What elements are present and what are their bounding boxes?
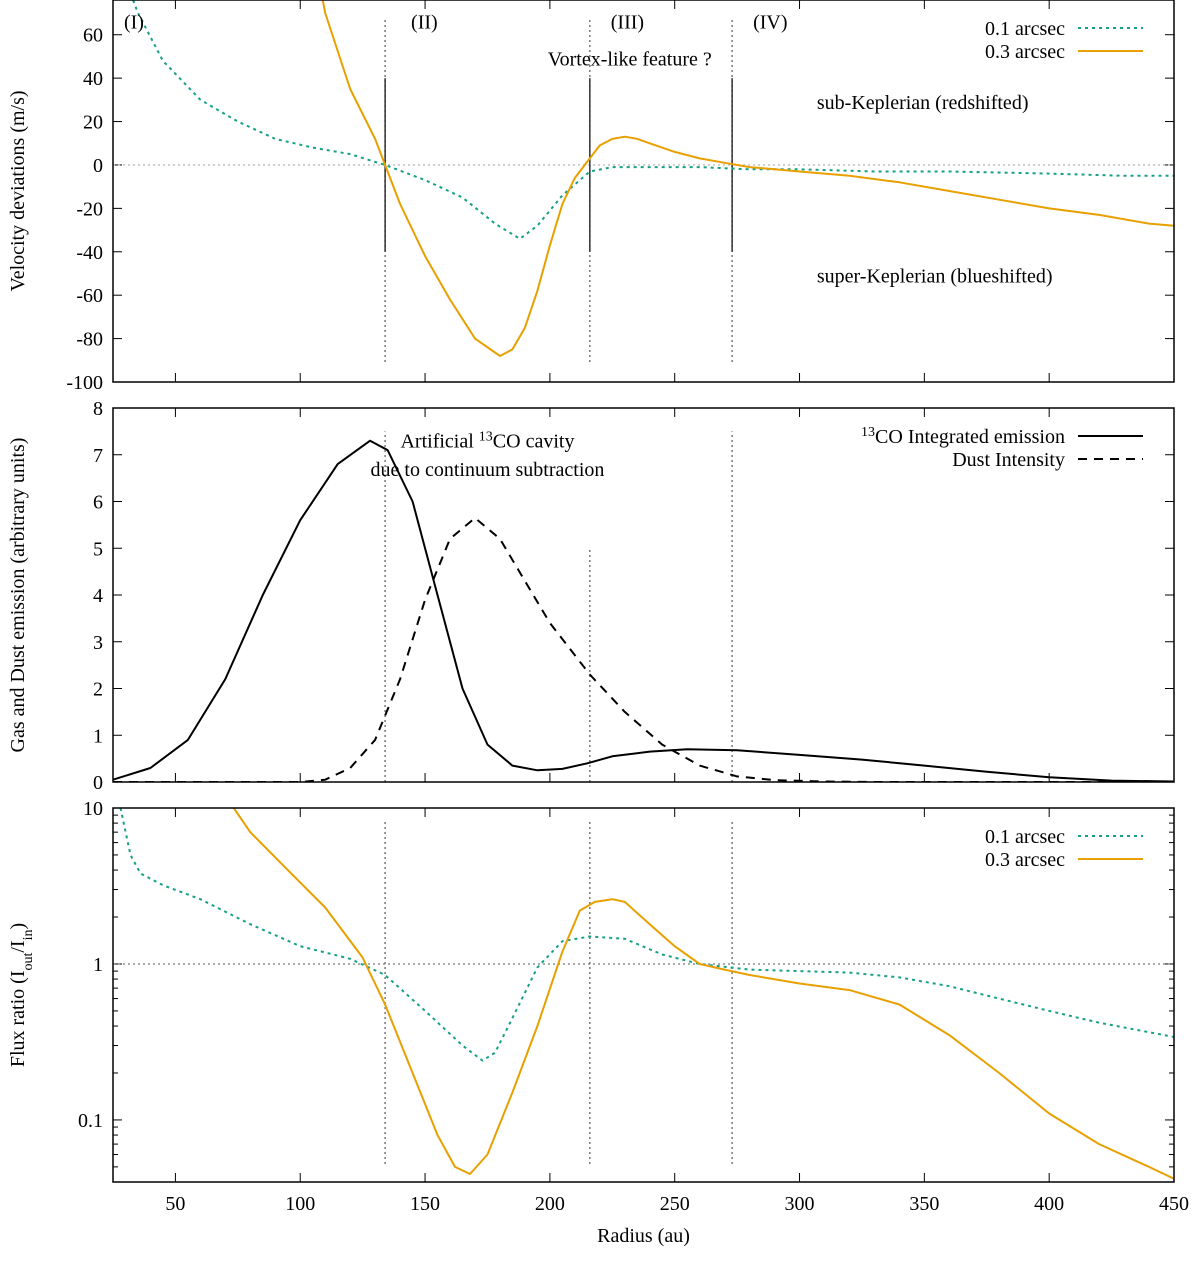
y-tick-label: 20 (83, 112, 103, 134)
y-tick-label: 4 (93, 585, 103, 607)
x-tick-label: 350 (909, 1193, 939, 1215)
y-tick-label: 60 (83, 25, 103, 47)
region-label: (III) (611, 12, 644, 34)
region-label: (IV) (753, 12, 787, 34)
legend-label: 0.1 arcsec (985, 826, 1065, 848)
series-line-13co-integrated-emission (113, 439, 1174, 782)
x-tick-label: 200 (535, 1193, 565, 1215)
x-axis-label: Radius (au) (597, 1225, 690, 1247)
flux-ratio-panel: 0.1 1 10 50 100 150 200 250 300 350 400 450 0.1 arcs… (7, 798, 1189, 1247)
y-tick-label: 1 (93, 954, 103, 976)
y-tick-label: 7 (93, 445, 103, 467)
x-tick-label: 450 (1159, 1193, 1189, 1215)
x-tick-label: 50 (165, 1193, 185, 1215)
y-axis-label: Velocity deviations (m/s) (7, 90, 29, 291)
annotation: Vortex-like feature ? (548, 49, 712, 71)
y-tick-label: 0 (93, 772, 103, 794)
y-axis-label: Flux ratio (Iout/Iin) (7, 923, 36, 1067)
plot-frame (112, 807, 1175, 1183)
annotation: due to continuum subtraction (371, 459, 605, 481)
legend-label: 0.3 arcsec (985, 849, 1065, 871)
series-line-0-1-arcsec (119, 808, 1174, 1062)
plot-frame (112, 0, 1175, 383)
y-tick-label: 0 (93, 155, 103, 177)
region-label: (I) (124, 12, 144, 34)
plot-frame (112, 407, 1175, 783)
x-tick-label: 250 (660, 1193, 690, 1215)
velocity-panel: -100 -80 -60 -40 -20 0 20 40 60 (I) (II) (III) (IV) V… (7, 0, 1175, 394)
series-line-0-1-arcsec (131, 0, 1174, 240)
series-line-0-3-arcsec (321, 0, 1174, 357)
x-tick-label: 100 (285, 1193, 315, 1215)
annotation: super-Keplerian (blueshifted) (817, 266, 1053, 288)
x-tick-label: 400 (1034, 1193, 1064, 1215)
y-tick-label: 10 (83, 798, 103, 820)
x-tick-label: 150 (410, 1193, 440, 1215)
y-tick-label: -40 (76, 242, 103, 264)
legend-label: 0.3 arcsec (985, 41, 1065, 63)
series-group (131, 0, 1174, 357)
y-tick-label: -100 (66, 372, 103, 394)
series-group (119, 808, 1174, 1180)
x-tick-label: 300 (785, 1193, 815, 1215)
annotation: sub-Keplerian (redshifted) (817, 92, 1029, 114)
y-tick-label: 5 (93, 538, 103, 560)
annotation: Artificial 13CO cavity (400, 429, 574, 453)
series-group (113, 439, 1174, 782)
legend-label: 0.1 arcsec (985, 18, 1065, 40)
legend-label: Dust Intensity (952, 449, 1065, 471)
region-label: (II) (411, 12, 438, 34)
y-axis-label: Gas and Dust emission (arbitrary units) (7, 438, 29, 753)
y-tick-label: -60 (76, 285, 103, 307)
legend-label: 13CO Integrated emission (861, 425, 1065, 449)
emission-panel: 0 1 2 3 4 5 6 7 8 Artificial 13CO cavity due to co… (7, 398, 1175, 794)
y-tick-label: 0.1 (78, 1110, 103, 1132)
y-tick-label: 1 (93, 725, 103, 747)
series-line-dust-intensity (113, 516, 1174, 782)
y-tick-label: 2 (93, 679, 103, 701)
y-tick-label: -80 (76, 329, 103, 351)
y-tick-label: 6 (93, 492, 103, 514)
y-tick-label: 40 (83, 68, 103, 90)
y-tick-label: 8 (93, 398, 103, 420)
y-tick-label: -20 (76, 198, 103, 220)
y-tick-label: 3 (93, 632, 103, 654)
series-line-0-3-arcsec (232, 808, 1174, 1180)
